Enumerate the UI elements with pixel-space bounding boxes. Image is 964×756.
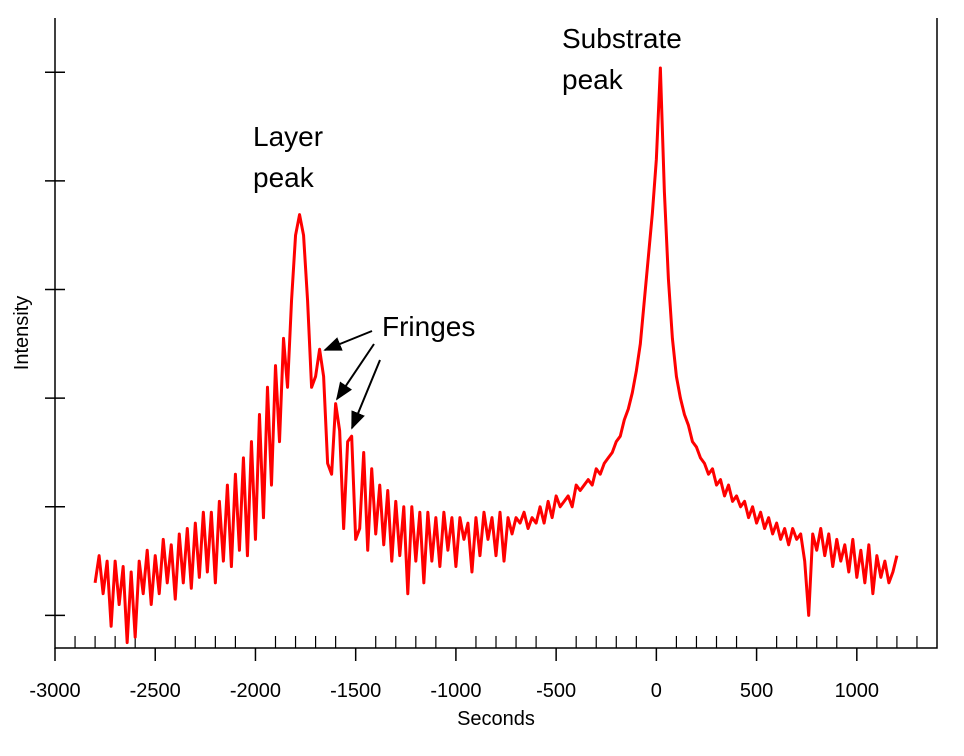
x-tick-label: -1000: [430, 680, 481, 702]
x-tick-label: -2500: [130, 680, 181, 702]
x-axis-label: Seconds: [457, 708, 535, 730]
annotation: peak: [562, 64, 624, 95]
annotation: Substrate: [562, 23, 682, 54]
x-tick-label: -2000: [230, 680, 281, 702]
x-tick-label: -500: [536, 680, 576, 702]
x-tick-label: 500: [740, 680, 773, 702]
annotation: peak: [253, 162, 315, 193]
arrow: [323, 330, 373, 351]
annotation: Layer: [253, 121, 323, 152]
x-tick-label: 1000: [835, 680, 880, 702]
data-line: [93, 66, 899, 645]
arrow: [335, 343, 375, 401]
x-tick-label: -3000: [29, 680, 80, 702]
x-tick-label: 0: [651, 680, 662, 702]
fringe-arrows: [323, 330, 381, 430]
y-axis-label: Intensity: [11, 296, 33, 370]
annotation: Fringes: [382, 311, 475, 342]
arrow: [351, 359, 381, 430]
x-tick-label: -1500: [330, 680, 381, 702]
